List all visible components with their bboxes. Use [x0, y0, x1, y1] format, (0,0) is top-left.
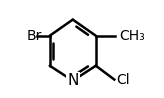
Text: N: N	[67, 73, 78, 88]
Text: Br: Br	[27, 29, 42, 43]
Text: CH₃: CH₃	[119, 29, 145, 43]
Text: Cl: Cl	[117, 73, 130, 87]
